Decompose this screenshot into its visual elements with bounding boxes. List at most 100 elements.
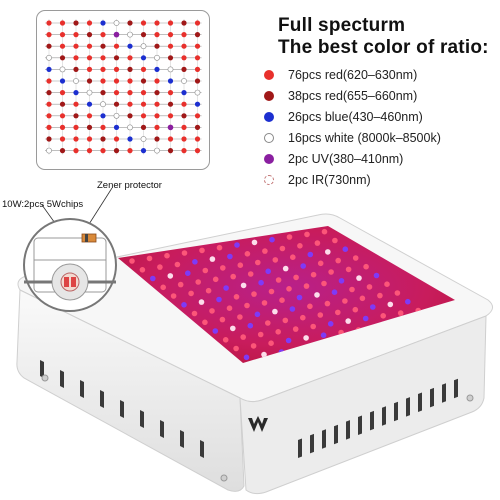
schematic-led-dot [86, 89, 93, 96]
panel-led [191, 310, 198, 317]
panel-led [185, 270, 191, 277]
schematic-led-dot [181, 113, 187, 119]
vent-slot [454, 378, 458, 399]
schematic-led-dot [100, 148, 106, 154]
panel-led [262, 248, 268, 254]
panel-led [188, 290, 194, 297]
panel-led [199, 247, 205, 254]
schematic-led-dot [127, 124, 133, 131]
schematic-led-dot [113, 112, 120, 119]
led-closeup-magnifier [23, 218, 117, 312]
panel-led [275, 329, 282, 335]
schematic-led-dot [59, 113, 66, 119]
schematic-led-dot [73, 32, 79, 38]
chip-spec-label: 10W:2pcs 5Wchips [2, 199, 84, 210]
vent-slot [310, 433, 314, 454]
schematic-led-dot [194, 20, 201, 26]
schematic-led-dot [100, 78, 106, 84]
schematic-led-dot [154, 136, 160, 142]
schematic-led-dot [59, 136, 66, 142]
led-chip-icon [60, 272, 80, 292]
panel-led [205, 287, 212, 294]
schematic-led-dot [113, 43, 120, 49]
panel-led [394, 290, 401, 296]
schematic-led-dot [167, 32, 174, 38]
schematic-led-dot [167, 20, 174, 26]
schematic-led-dot [73, 78, 79, 84]
legend-label: 26pcs blue(430–460nm) [288, 109, 423, 124]
schematic-led-dot [73, 136, 79, 142]
schematic-uv-led [167, 124, 174, 131]
vent-slot [160, 420, 164, 438]
ir-led-icon [264, 174, 274, 185]
panel-led [366, 284, 373, 290]
schematic-led-dot [140, 124, 147, 130]
panel-led [265, 320, 271, 326]
panel-led [223, 285, 229, 291]
schematic-led-dot [46, 113, 52, 119]
schematic-led-dot [113, 55, 120, 61]
schematic-led-dot [154, 101, 160, 107]
schematic-led-dot [127, 20, 133, 26]
panel-led [247, 322, 254, 329]
panel-led [314, 292, 320, 298]
led-layout-diagram [36, 10, 210, 170]
schematic-led-dot [154, 66, 160, 72]
panel-led [139, 267, 146, 273]
schematic-led-dot [59, 32, 66, 38]
panel-led [233, 294, 240, 300]
schematic-led-dot [127, 101, 133, 107]
panel-led [292, 326, 299, 332]
schematic-led-dot [73, 43, 79, 49]
schematic-led-dot [167, 43, 174, 49]
schematic-led-dot [86, 136, 93, 142]
schematic-led-dot [86, 148, 93, 154]
legend-item-red-655: 38pcs red(655–660nm) [258, 85, 494, 106]
legend-label: 38pcs red(655–660nm) [288, 88, 418, 103]
schematic-led-dot [181, 20, 187, 26]
panel-led [272, 308, 278, 315]
panel-led [269, 236, 275, 243]
schematic-led-dot [154, 113, 160, 119]
panel-led [181, 250, 188, 256]
schematic-led-dot [100, 55, 106, 61]
vent-slot [80, 380, 84, 398]
vent-slot [358, 415, 362, 435]
schematic-led-dot [46, 78, 52, 84]
schematic-led-dot [73, 148, 79, 154]
schematic-led-dot [127, 55, 133, 61]
schematic-led-dot [167, 148, 174, 154]
schematic-led-dot [73, 90, 79, 96]
schematic-led-dot [181, 55, 187, 61]
vent-slot [200, 440, 204, 458]
panel-led [293, 274, 299, 281]
schematic-led-dot [100, 20, 106, 26]
panel-led [286, 234, 293, 240]
housing-left-side [16, 289, 245, 492]
panel-led [268, 340, 274, 347]
panel-led [202, 319, 208, 326]
panel-led [257, 331, 264, 338]
schematic-led-dot [59, 124, 66, 130]
schematic-led-dot [73, 113, 79, 119]
schematic-led-dot [86, 43, 93, 49]
schematic-led-dot [59, 66, 66, 73]
panel-led [303, 283, 310, 289]
panel-led [300, 314, 306, 321]
panel-led [247, 271, 254, 277]
schematic-led-dot [140, 136, 147, 142]
schematic-led-dot [154, 147, 160, 154]
panel-led [352, 306, 359, 313]
led-grid-schematic [45, 19, 202, 155]
schematic-led-dot [194, 32, 201, 38]
vent-slot [140, 410, 144, 428]
panel-led [150, 275, 156, 282]
panel-led [244, 251, 251, 257]
schematic-led-dot [181, 66, 187, 72]
schematic-led-dot [194, 43, 201, 49]
schematic-uv-led [113, 31, 120, 38]
zener-protector-label: Zener protector [97, 180, 162, 191]
vent-slot [322, 429, 326, 449]
schematic-led-dot [113, 20, 120, 26]
panel-led [321, 228, 328, 235]
